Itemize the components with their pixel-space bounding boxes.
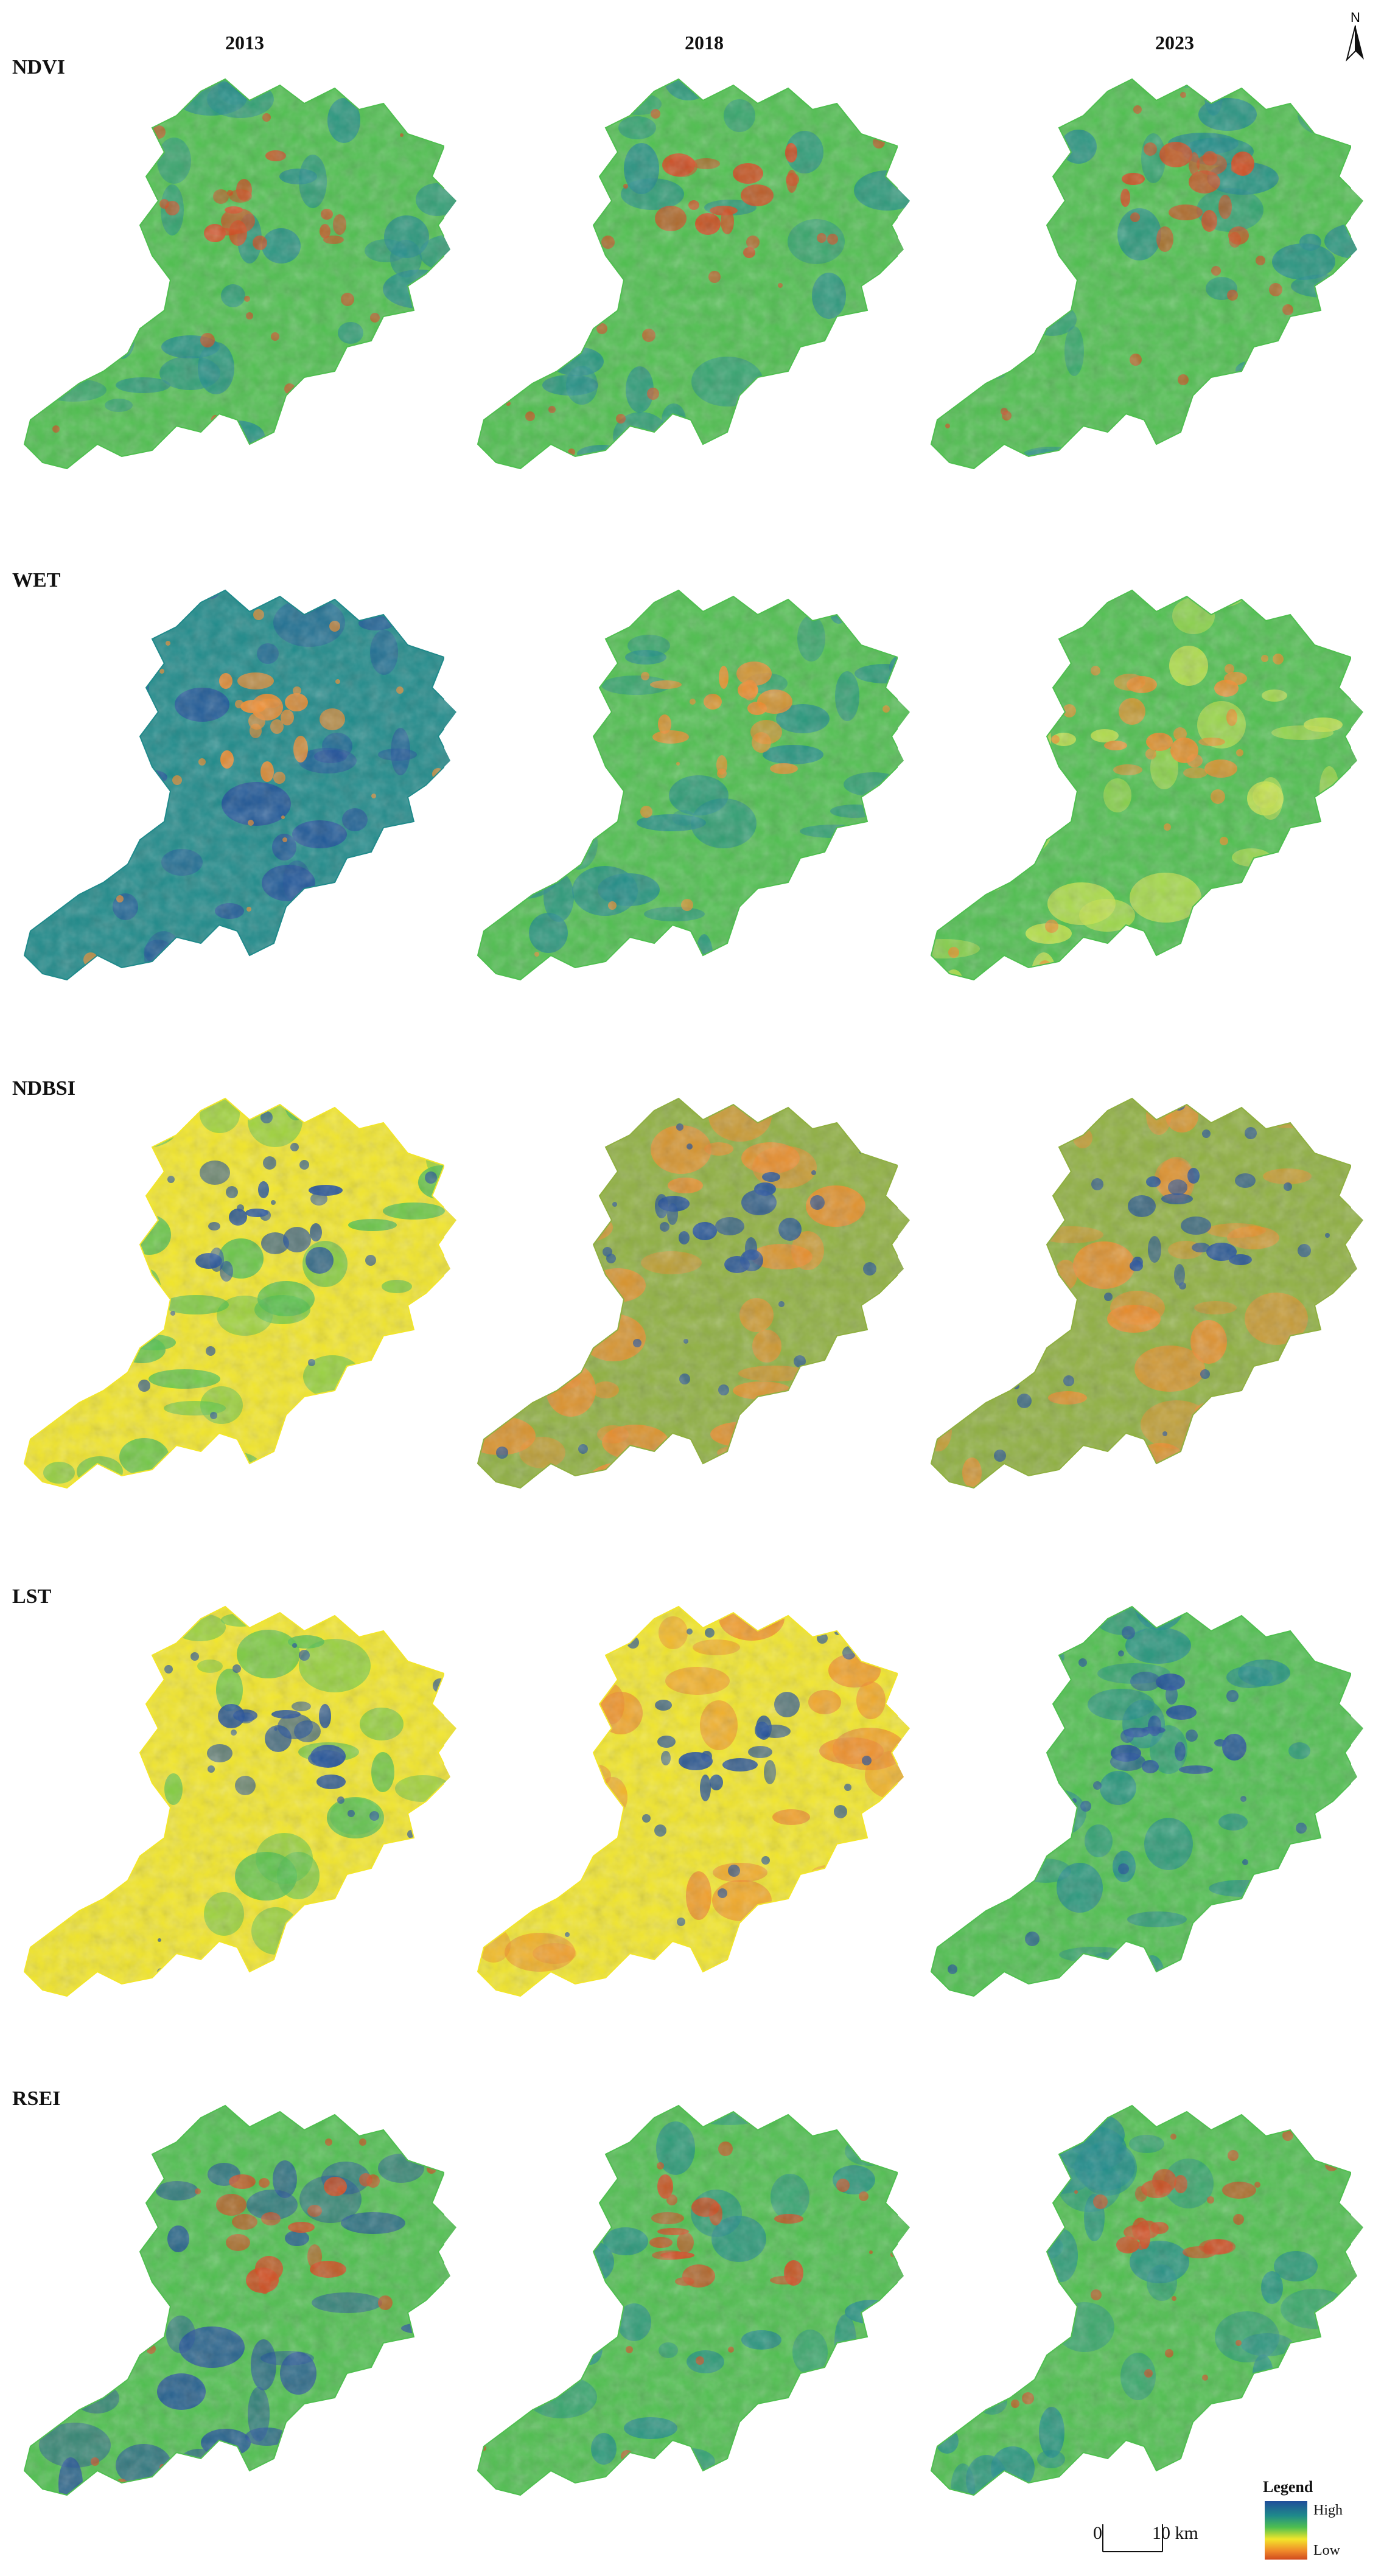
row-label-rsei: RSEI <box>12 2087 61 2110</box>
map-panel-wet-2023 <box>931 590 1363 980</box>
row-label-ndvi: NDVI <box>12 56 65 79</box>
map-panel-wet-2013 <box>24 590 456 980</box>
map-panel-ndvi-2018 <box>477 79 910 469</box>
map-panel-lst-2018 <box>477 1606 910 1997</box>
legend-title: Legend <box>1263 2478 1313 2496</box>
year-label-2018: 2018 <box>685 32 724 54</box>
row-label-wet: WET <box>12 569 61 592</box>
map-panel-rsei-2018 <box>477 2105 910 2496</box>
map-panel-ndbsi-2018 <box>477 1098 910 1489</box>
scale-ten-label: 10 km <box>1152 2523 1198 2543</box>
map-panel-ndvi-2023 <box>931 79 1363 469</box>
legend-gradient <box>1265 2501 1307 2560</box>
year-label-2013: 2013 <box>225 32 264 54</box>
row-label-ndbsi: NDBSI <box>12 1077 75 1100</box>
map-panel-lst-2013 <box>24 1606 456 1997</box>
legend-low-label: Low <box>1313 2543 1340 2558</box>
map-panel-rsei-2013 <box>24 2105 456 2496</box>
map-panel-ndbsi-2013 <box>24 1098 456 1489</box>
scale-zero-label: 0 <box>1093 2523 1102 2543</box>
row-label-lst: LST <box>12 1585 52 1608</box>
year-label-2023: 2023 <box>1155 32 1194 54</box>
scale-bar <box>1096 2518 1217 2567</box>
map-panel-lst-2023 <box>931 1606 1363 1997</box>
north-label: N <box>1351 10 1360 25</box>
map-panel-wet-2018 <box>477 590 910 980</box>
map-panel-ndbsi-2023 <box>931 1098 1363 1489</box>
legend-high-label: High <box>1313 2502 1343 2518</box>
map-panel-ndvi-2013 <box>24 79 456 469</box>
map-panel-rsei-2023 <box>931 2105 1363 2496</box>
north-arrow-icon: N <box>1342 7 1369 62</box>
